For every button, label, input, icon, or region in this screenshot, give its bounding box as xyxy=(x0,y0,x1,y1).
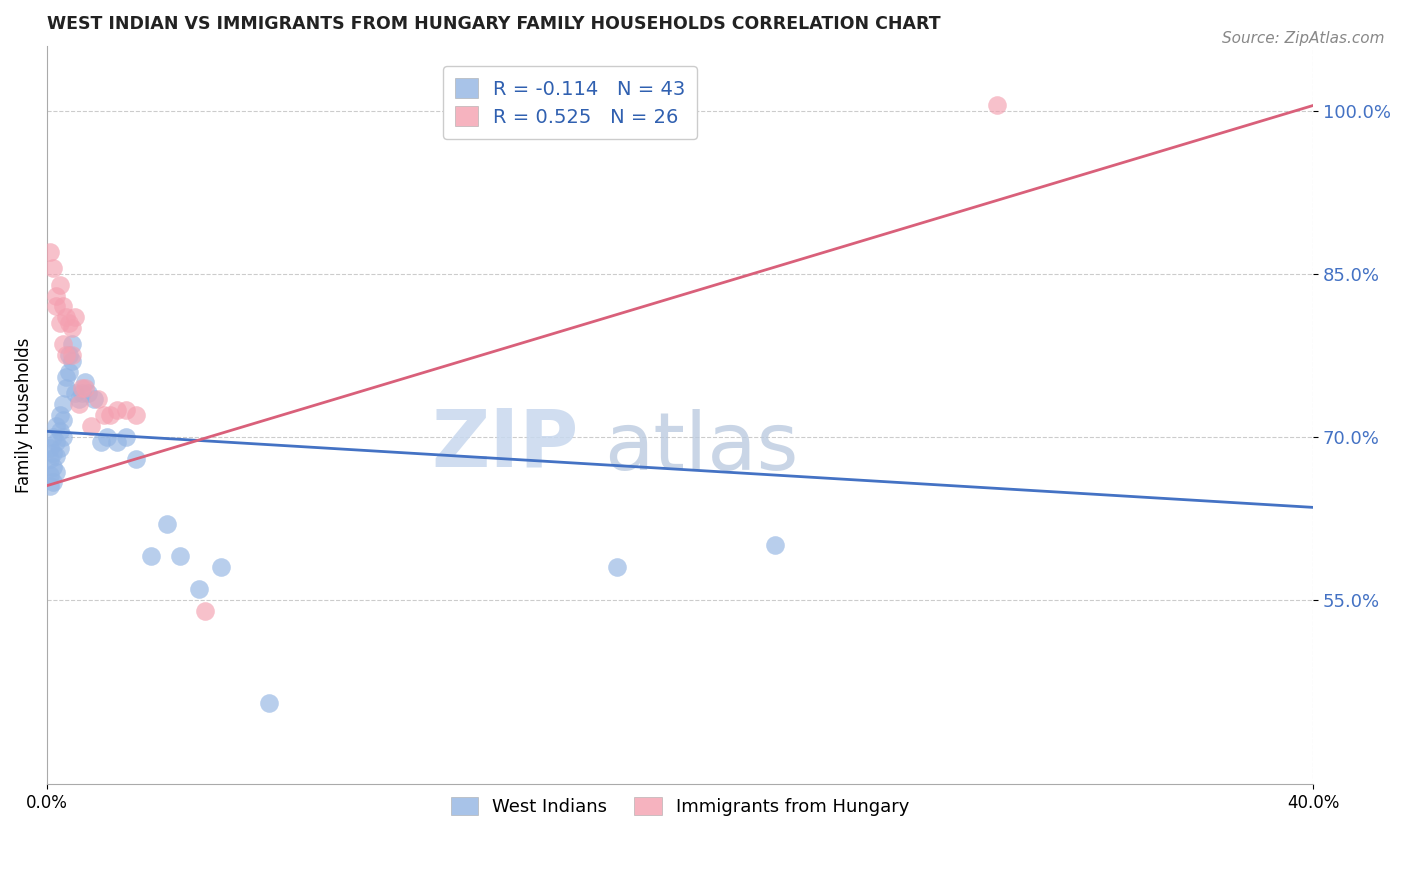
Point xyxy=(48,425,70,439)
Point xyxy=(986,98,1008,112)
Point xyxy=(45,435,67,450)
Text: ZIP: ZIP xyxy=(432,406,579,483)
Point xyxy=(60,321,83,335)
Point xyxy=(58,316,80,330)
Point xyxy=(141,549,163,564)
Point xyxy=(73,381,96,395)
Point xyxy=(80,418,103,433)
Point xyxy=(48,408,70,422)
Point xyxy=(55,348,77,362)
Point xyxy=(763,538,786,552)
Point xyxy=(58,365,80,379)
Point xyxy=(52,413,75,427)
Point xyxy=(55,370,77,384)
Point xyxy=(48,441,70,455)
Point xyxy=(98,408,121,422)
Point xyxy=(60,353,83,368)
Point xyxy=(70,386,93,401)
Point xyxy=(58,348,80,362)
Point xyxy=(86,392,108,406)
Point xyxy=(45,300,67,314)
Point xyxy=(124,451,146,466)
Point xyxy=(42,446,65,460)
Point xyxy=(45,288,67,302)
Point xyxy=(55,310,77,325)
Point xyxy=(209,560,232,574)
Point xyxy=(156,516,179,531)
Point xyxy=(39,441,62,455)
Text: atlas: atlas xyxy=(605,409,799,487)
Point xyxy=(187,582,209,596)
Point xyxy=(93,408,115,422)
Point xyxy=(45,465,67,479)
Point xyxy=(105,402,128,417)
Point xyxy=(105,435,128,450)
Point xyxy=(77,386,100,401)
Point xyxy=(96,430,118,444)
Point xyxy=(83,392,105,406)
Point xyxy=(65,386,87,401)
Point xyxy=(90,435,112,450)
Point xyxy=(115,430,138,444)
Point xyxy=(39,478,62,492)
Point xyxy=(67,392,90,406)
Y-axis label: Family Households: Family Households xyxy=(15,337,32,492)
Text: Source: ZipAtlas.com: Source: ZipAtlas.com xyxy=(1222,31,1385,46)
Point xyxy=(52,337,75,351)
Point xyxy=(257,696,280,710)
Point xyxy=(65,310,87,325)
Point xyxy=(124,408,146,422)
Point xyxy=(42,261,65,276)
Point xyxy=(73,376,96,390)
Point xyxy=(52,300,75,314)
Point xyxy=(606,560,628,574)
Point xyxy=(48,277,70,292)
Point xyxy=(194,604,217,618)
Point xyxy=(42,475,65,490)
Point xyxy=(169,549,191,564)
Point xyxy=(39,451,62,466)
Point xyxy=(52,430,75,444)
Point xyxy=(52,397,75,411)
Point xyxy=(60,337,83,351)
Point xyxy=(115,402,138,417)
Point xyxy=(45,418,67,433)
Point xyxy=(55,381,77,395)
Point xyxy=(42,430,65,444)
Point xyxy=(42,460,65,475)
Point xyxy=(39,467,62,482)
Point xyxy=(45,450,67,464)
Point xyxy=(60,348,83,362)
Legend: West Indians, Immigrants from Hungary: West Indians, Immigrants from Hungary xyxy=(440,786,920,827)
Text: WEST INDIAN VS IMMIGRANTS FROM HUNGARY FAMILY HOUSEHOLDS CORRELATION CHART: WEST INDIAN VS IMMIGRANTS FROM HUNGARY F… xyxy=(46,15,941,33)
Point xyxy=(70,381,93,395)
Point xyxy=(39,245,62,260)
Point xyxy=(67,397,90,411)
Point xyxy=(48,316,70,330)
